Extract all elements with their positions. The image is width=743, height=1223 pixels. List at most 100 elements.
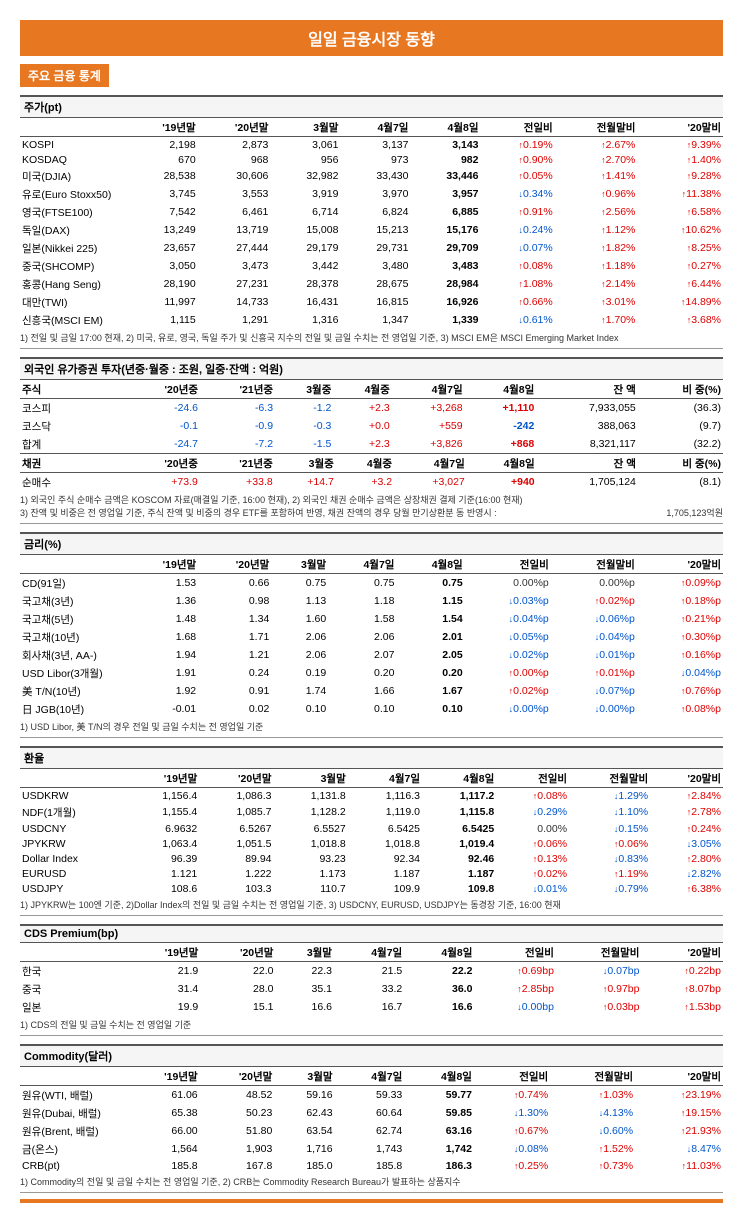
- table-cell: 1.70%: [555, 311, 638, 329]
- column-header: 전일비: [474, 943, 556, 962]
- table-cell: 2.78%: [650, 803, 723, 821]
- table-cell: 0.00%p: [465, 664, 551, 682]
- table-cell: 66.00: [125, 1122, 200, 1140]
- table-row: NDF(1개월)1,155.41,085.71,128.21,119.01,11…: [20, 803, 723, 821]
- table-cell: 6.44%: [637, 275, 723, 293]
- table-cell: +868: [465, 435, 537, 453]
- table-cell: 원유(Brent, 배럴): [20, 1122, 125, 1140]
- table-cell: 36.0: [404, 980, 474, 998]
- table-cell: 11.03%: [635, 1158, 723, 1173]
- table-cell: 14.89%: [637, 293, 723, 311]
- table-cell: 29,731: [340, 239, 410, 257]
- table-cell: 108.6: [125, 881, 199, 896]
- table-row: KOSDAQ6709689569739820.90%2.70%1.40%: [20, 152, 723, 167]
- table-cell: 3,061: [270, 137, 340, 153]
- table-cell: USDCNY: [20, 821, 125, 836]
- table-cell: 186.3: [404, 1158, 474, 1173]
- table-cell: 62.74: [335, 1122, 405, 1140]
- table-cell: 0.05%p: [465, 628, 551, 646]
- table-cell: 1,705,124: [537, 473, 638, 492]
- table-cell: 28,984: [410, 275, 480, 293]
- table-cell: 한국: [20, 962, 125, 981]
- column-header: 3월말: [274, 769, 348, 788]
- table-cell: 0.16%p: [637, 646, 723, 664]
- table-cell: 1.41%: [555, 167, 638, 185]
- table-cell: 0.24: [198, 664, 271, 682]
- table-cell: 0.06%: [496, 836, 569, 851]
- table-cell: 2.05: [396, 646, 464, 664]
- table-cell: 3.68%: [637, 311, 723, 329]
- table-cell: 0.24%: [481, 221, 555, 239]
- column-header: '20년중: [125, 380, 200, 399]
- table-cell: 2.56%: [555, 203, 638, 221]
- table-cell: 1.15: [396, 592, 464, 610]
- table-cell: 22.0: [200, 962, 275, 981]
- table-row: 합계-24.7-7.2-1.5+2.3+3,826+8688,321,117(3…: [20, 435, 723, 453]
- table-cell: 6.5425: [422, 821, 496, 836]
- table-cell: 51.80: [200, 1122, 275, 1140]
- table-cell: 1,903: [200, 1140, 275, 1158]
- column-header: '20말비: [637, 118, 723, 137]
- table-cell: -0.3: [275, 417, 333, 435]
- table-cell: 32,982: [270, 167, 340, 185]
- table-cell: 27,444: [198, 239, 271, 257]
- table-cell: -242: [465, 417, 537, 435]
- table-cell: +73.9: [125, 473, 200, 492]
- column-header: 잔 액: [537, 454, 638, 473]
- table-row: 순매수+73.9+33.8+14.7+3.2+3,027+9401,705,12…: [20, 473, 723, 492]
- table-cell: 0.09%p: [637, 574, 723, 593]
- table-cell: 60.64: [335, 1104, 405, 1122]
- data-table: 주식'20년중'21년중3월중4월중4월7일4월8일잔 액비 중(%)코스피-2…: [20, 380, 723, 453]
- table-cell: 0.22bp: [641, 962, 723, 981]
- table-cell: +1,110: [465, 399, 537, 418]
- table-cell: 1,018.8: [348, 836, 422, 851]
- column-header: 3월말: [275, 943, 334, 962]
- table-cell: 21.93%: [635, 1122, 723, 1140]
- table-cell: 1.222: [199, 866, 273, 881]
- table-cell: 16,431: [270, 293, 340, 311]
- table-cell: 0.08%: [496, 788, 569, 804]
- table-row: 코스피-24.6-6.3-1.2+2.3+3,268+1,1107,933,05…: [20, 399, 723, 418]
- table-cell: 2.06: [271, 628, 328, 646]
- table-cell: -0.9: [200, 417, 275, 435]
- table-cell: 8.25%: [637, 239, 723, 257]
- column-header: '20년말: [198, 555, 271, 574]
- table-cell: 1,743: [335, 1140, 405, 1158]
- column-header: [20, 118, 125, 137]
- table-title: CDS Premium(bp): [20, 924, 723, 943]
- column-header: '20년말: [200, 943, 275, 962]
- table-cell: -0.01: [125, 700, 198, 718]
- table-cell: 92.34: [348, 851, 422, 866]
- table-cell: 2,873: [198, 137, 271, 153]
- table-cell: 3,050: [125, 257, 198, 275]
- column-header: '19년말: [125, 943, 200, 962]
- table-cell: 48.52: [200, 1086, 275, 1105]
- table-cell: 3,442: [270, 257, 340, 275]
- table-cell: 0.76%p: [637, 682, 723, 700]
- table-cell: 1,347: [340, 311, 410, 329]
- column-header: '20년중: [125, 454, 200, 473]
- column-header: 3월중: [275, 454, 336, 473]
- table-row: 독일(DAX)13,24913,71915,00815,21315,1760.2…: [20, 221, 723, 239]
- table-cell: 956: [270, 152, 340, 167]
- table-cell: 2.84%: [650, 788, 723, 804]
- table-cell: +33.8: [200, 473, 275, 492]
- table-footnote: 1) 외국인 주식 순매수 금액은 KOSCOM 자료(매결일 기준, 16:0…: [20, 491, 723, 524]
- table-cell: 670: [125, 152, 198, 167]
- table-cell: 1.18%: [555, 257, 638, 275]
- table-row: CD(91일)1.530.660.750.750.750.00%p0.00%p0…: [20, 574, 723, 593]
- table-cell: 1.03%: [550, 1086, 635, 1105]
- table-cell: 15.1: [200, 998, 275, 1016]
- table-cell: +2.3: [333, 435, 391, 453]
- data-table: '19년말'20년말3월말4월7일4월8일전일비전월말비'20말비CD(91일)…: [20, 555, 723, 718]
- table-cell: 33,446: [410, 167, 480, 185]
- column-header: '20말비: [637, 555, 723, 574]
- table-cell: 0.20: [396, 664, 464, 682]
- table-footnote: 1) USD Libor, 美 T/N의 경우 전일 및 금일 수치는 전 영업…: [20, 718, 723, 738]
- table-cell: 0.79%: [569, 881, 650, 896]
- table-cell: 22.2: [404, 962, 474, 981]
- table-row: CRB(pt)185.8167.8185.0185.8186.30.25%0.7…: [20, 1158, 723, 1173]
- table-cell: 1.74: [271, 682, 328, 700]
- table-cell: 61.06: [125, 1086, 200, 1105]
- column-header: 전일비: [481, 118, 555, 137]
